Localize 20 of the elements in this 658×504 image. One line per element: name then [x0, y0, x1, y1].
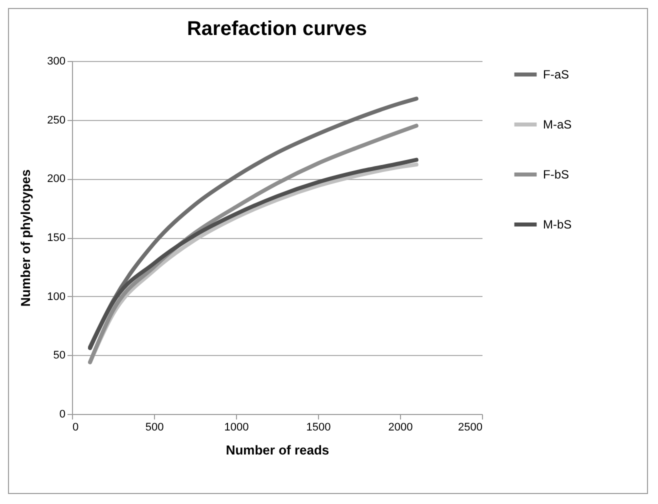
y-tick-label: 300 [47, 56, 66, 68]
chart-title: Rarefaction curves [186, 18, 368, 40]
legend-label: F-aS [543, 68, 570, 82]
y-tick-label: 250 [47, 114, 66, 126]
x-tick-label: 0 [72, 422, 79, 434]
x-tick-label: 2500 [458, 422, 482, 434]
x-tick-label: 2000 [388, 422, 413, 434]
y-tick-label: 50 [53, 350, 66, 362]
y-tick-label: 150 [47, 232, 66, 244]
x-axis-title: Number of reads [226, 442, 330, 458]
y-tick-label: 0 [59, 408, 66, 420]
legend-label: M-bS [543, 218, 572, 232]
y-tick-label: 100 [47, 290, 66, 303]
x-tick-label: 1500 [306, 422, 331, 434]
legend-label: M-aS [543, 118, 572, 132]
y-axis-title: Number of phylotypes [18, 169, 34, 307]
x-tick-label: 1000 [224, 422, 249, 434]
x-tick-label: 500 [145, 422, 164, 434]
legend-label: F-bS [543, 168, 570, 182]
y-tick-label: 200 [47, 173, 66, 186]
